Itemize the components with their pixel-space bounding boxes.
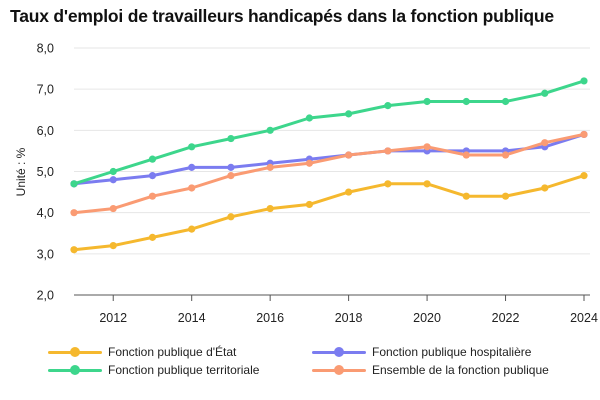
series-3	[70, 130, 588, 217]
data-point[interactable]	[345, 188, 353, 196]
y-tick-label: 7,0	[37, 83, 54, 97]
data-point[interactable]	[188, 163, 196, 171]
legend-swatch-icon	[48, 344, 102, 360]
legend-item[interactable]: Fonction publique territoriale	[48, 362, 259, 378]
data-point[interactable]	[462, 97, 470, 106]
y-tick-label: 5,0	[37, 165, 54, 179]
legend-swatch-icon	[312, 344, 366, 360]
data-point[interactable]	[580, 130, 588, 139]
x-tick-label: 2020	[413, 311, 441, 325]
data-point[interactable]	[266, 126, 274, 134]
series-line	[72, 79, 586, 186]
data-point[interactable]	[541, 139, 549, 147]
y-axis: 2,0 3,0 4,0 5,0 6,0 7,0 8,0	[37, 42, 54, 303]
legend-swatch-icon	[48, 362, 102, 378]
series-group	[70, 77, 588, 254]
y-axis-label: Unité : %	[14, 147, 28, 196]
x-axis: 2012 2014 2016 2018 2020 2022 2024	[99, 295, 598, 325]
y-tick-label: 4,0	[37, 206, 54, 220]
data-point[interactable]	[109, 204, 117, 213]
x-tick-label: 2022	[492, 311, 520, 325]
data-point[interactable]	[266, 163, 274, 171]
data-point[interactable]	[109, 167, 117, 176]
data-point[interactable]	[227, 172, 235, 180]
data-point[interactable]	[541, 89, 549, 97]
data-point[interactable]	[109, 176, 117, 184]
y-tick-label: 2,0	[37, 289, 54, 303]
data-point[interactable]	[462, 151, 470, 159]
data-point[interactable]	[384, 180, 392, 188]
data-point[interactable]	[148, 172, 157, 180]
legend-item[interactable]: Ensemble de la fonction publique	[312, 362, 549, 378]
y-tick-label: 3,0	[37, 247, 54, 261]
legend-item[interactable]: Fonction publique hospitalière	[312, 344, 531, 360]
data-point[interactable]	[462, 192, 470, 200]
data-point[interactable]	[501, 97, 510, 106]
data-point[interactable]	[266, 204, 274, 213]
series-line	[72, 132, 586, 186]
data-point[interactable]	[384, 102, 392, 110]
gridlines	[74, 47, 590, 296]
x-tick-label: 2012	[99, 311, 127, 325]
data-point[interactable]	[345, 151, 353, 159]
data-point[interactable]	[305, 200, 313, 209]
data-point[interactable]	[423, 143, 431, 151]
legend-label: Ensemble de la fonction publique	[372, 363, 549, 377]
x-tick-label: 2014	[178, 311, 206, 325]
data-point[interactable]	[384, 147, 392, 155]
data-point[interactable]	[70, 180, 78, 188]
data-point[interactable]	[541, 184, 549, 192]
legend-label: Fonction publique territoriale	[108, 363, 260, 377]
data-point[interactable]	[580, 172, 588, 180]
legend-label: Fonction publique hospitalière	[372, 345, 532, 359]
data-point[interactable]	[109, 242, 117, 250]
chart-title: Taux d'emploi de travailleurs handicapés…	[10, 6, 554, 26]
data-point[interactable]	[188, 225, 196, 233]
data-point[interactable]	[227, 134, 235, 143]
data-point[interactable]	[70, 246, 78, 254]
data-point[interactable]	[501, 151, 510, 159]
data-point[interactable]	[148, 155, 157, 163]
data-point[interactable]	[227, 213, 235, 221]
y-tick-label: 6,0	[37, 124, 54, 138]
x-tick-label: 2016	[256, 311, 284, 325]
data-point[interactable]	[305, 159, 313, 167]
data-point[interactable]	[188, 143, 196, 151]
series-line	[72, 132, 586, 215]
series-0	[70, 172, 588, 254]
data-point[interactable]	[70, 209, 78, 217]
data-point[interactable]	[501, 192, 510, 200]
series-line	[72, 174, 586, 252]
y-tick-label: 8,0	[37, 42, 54, 56]
data-point[interactable]	[580, 77, 588, 85]
x-tick-label: 2024	[570, 311, 598, 325]
data-point[interactable]	[423, 97, 431, 106]
data-point[interactable]	[423, 180, 431, 188]
data-point[interactable]	[188, 184, 196, 192]
data-point[interactable]	[305, 114, 313, 122]
legend-label: Fonction publique d'État	[108, 345, 237, 359]
legend-swatch-icon	[312, 362, 366, 378]
x-tick-label: 2018	[335, 311, 363, 325]
data-point[interactable]	[148, 192, 157, 200]
series-2	[70, 77, 588, 188]
legend-item[interactable]: Fonction publique d'État	[48, 344, 236, 360]
data-point[interactable]	[148, 233, 157, 241]
data-point[interactable]	[227, 163, 235, 171]
data-point[interactable]	[345, 110, 353, 118]
